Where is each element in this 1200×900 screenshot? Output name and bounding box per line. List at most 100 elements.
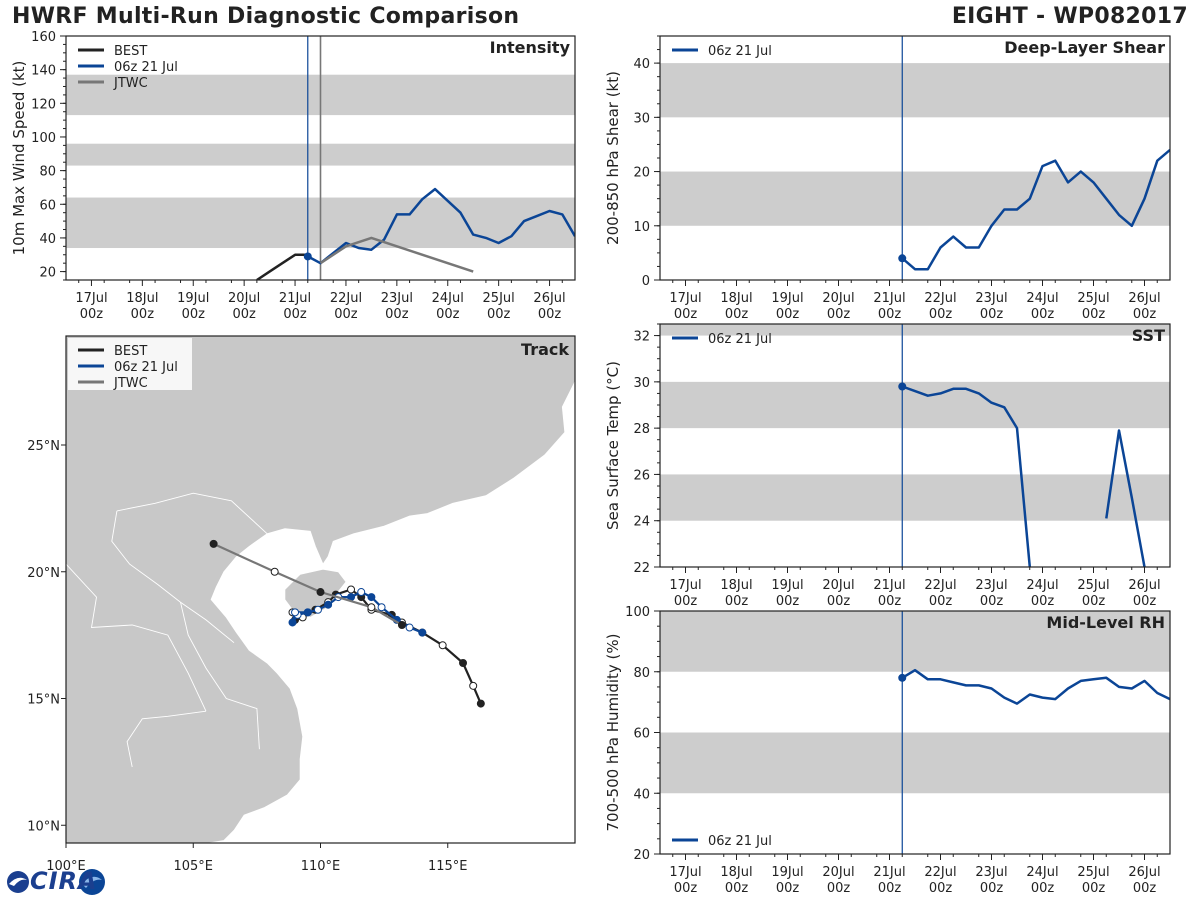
sst-legend-label: 06z 21 Jul xyxy=(708,332,772,347)
shear-bands xyxy=(660,63,1170,226)
shear-x-day-label: 20Jul xyxy=(822,291,854,306)
intensity-y-axis-label: 10m Max Wind Speed (kt) xyxy=(10,61,28,256)
shear-x-hour-label: 00z xyxy=(1082,307,1106,322)
intensity-x-hour-label: 00z xyxy=(283,307,307,322)
shear-legend-label: 06z 21 Jul xyxy=(708,44,772,59)
shear-x-day-label: 25Jul xyxy=(1077,291,1109,306)
sst-y-tick-label: 24 xyxy=(633,515,650,530)
shear-x-hour-label: 00z xyxy=(1031,307,1055,322)
shear-x-hour-label: 00z xyxy=(776,307,800,322)
sst-x-hour-label: 00z xyxy=(1133,594,1157,609)
storm-id: EIGHT - WP082017 xyxy=(951,4,1188,29)
shear-x-hour-label: 00z xyxy=(980,307,1004,322)
track-point xyxy=(316,588,325,597)
track-point xyxy=(291,608,300,617)
track-point xyxy=(324,600,333,609)
sst-y-axis-label: Sea Surface Temp (°C) xyxy=(604,361,622,530)
intensity-legend-label: 06z 21 Jul xyxy=(114,60,178,75)
track-frame xyxy=(65,335,576,844)
sst-x-hour-label: 00z xyxy=(1082,594,1106,609)
shear-x-hour-label: 00z xyxy=(929,307,953,322)
rh-x-hour-label: 00z xyxy=(776,881,800,896)
rh-x-hour-label: 00z xyxy=(1031,881,1055,896)
intensity-legend-label: BEST xyxy=(114,44,147,59)
sst-x-hour-label: 00z xyxy=(776,594,800,609)
shear-x-day-label: 17Jul xyxy=(669,291,701,306)
cira-logo-text: CIRA xyxy=(30,867,98,895)
sst-series-group xyxy=(901,385,1146,567)
sst-x-hour-label: 00z xyxy=(674,594,698,609)
rh-panel: 17Jul00z18Jul00z19Jul00z20Jul00z21Jul00z… xyxy=(604,605,1171,896)
shear-y-tick-label: 0 xyxy=(642,274,650,289)
track-point xyxy=(313,605,322,614)
sst-panel: 17Jul00z18Jul00z19Jul00z20Jul00z21Jul00z… xyxy=(604,323,1171,609)
sst-x-day-label: 21Jul xyxy=(873,578,905,593)
track-title: Track xyxy=(521,340,569,359)
intensity-x-hour-label: 00z xyxy=(538,307,562,322)
shear-x-hour-label: 00z xyxy=(827,307,851,322)
track-point xyxy=(469,681,478,690)
sst-series-line-06z xyxy=(901,385,1032,567)
intensity-x-hour-label: 00z xyxy=(436,307,460,322)
track-legend-label: 06z 21 Jul xyxy=(114,360,178,375)
shear-panel: 17Jul00z18Jul00z19Jul00z20Jul00z21Jul00z… xyxy=(604,35,1171,322)
track-lon-label: 105°E xyxy=(173,859,213,874)
shear-init-point xyxy=(898,254,907,263)
page-title: HWRF Multi-Run Diagnostic Comparison xyxy=(12,4,520,29)
track-point xyxy=(347,585,356,594)
intensity-y-tick-label: 80 xyxy=(39,165,56,180)
track-point xyxy=(209,539,218,548)
track-point xyxy=(357,588,366,597)
shear-y-tick-label: 40 xyxy=(633,57,650,72)
sst-x-hour-label: 00z xyxy=(1031,594,1055,609)
sst-band xyxy=(660,381,1170,429)
sst-series-line-06z xyxy=(1105,429,1146,567)
sst-x-hour-label: 00z xyxy=(725,594,749,609)
track-point xyxy=(459,659,468,668)
shear-x-hour-label: 00z xyxy=(878,307,902,322)
rh-frame xyxy=(659,610,1171,855)
intensity-x-hour-label: 00z xyxy=(487,307,511,322)
intensity-x-day-label: 21Jul xyxy=(279,291,311,306)
intensity-panel: 17Jul00z18Jul00z19Jul00z20Jul00z21Jul00z… xyxy=(10,30,576,322)
intensity-x-hour-label: 00z xyxy=(232,307,256,322)
shear-x-hour-label: 00z xyxy=(674,307,698,322)
intensity-init-point xyxy=(303,252,312,261)
rh-y-tick-label: 20 xyxy=(633,848,650,863)
intensity-x-day-label: 18Jul xyxy=(126,291,158,306)
rh-x-day-label: 21Jul xyxy=(873,865,905,880)
intensity-x-day-label: 26Jul xyxy=(533,291,565,306)
sst-y-tick-label: 28 xyxy=(633,422,650,437)
rh-init-point xyxy=(898,673,907,682)
shear-x-day-label: 23Jul xyxy=(975,291,1007,306)
shear-y-tick-label: 30 xyxy=(633,111,650,126)
intensity-x-hour-label: 00z xyxy=(385,307,409,322)
intensity-x-day-label: 19Jul xyxy=(177,291,209,306)
rh-x-hour-label: 00z xyxy=(1082,881,1106,896)
track-point xyxy=(418,628,427,637)
intensity-y-tick-label: 120 xyxy=(31,97,56,112)
track-point xyxy=(405,623,414,632)
rh-x-day-label: 23Jul xyxy=(975,865,1007,880)
rh-x-day-label: 25Jul xyxy=(1077,865,1109,880)
rh-x-hour-label: 00z xyxy=(1133,881,1157,896)
sst-x-hour-label: 00z xyxy=(929,594,953,609)
intensity-series-line-jtwc xyxy=(319,236,474,273)
country-border xyxy=(111,510,235,644)
shear-series-group xyxy=(901,148,1170,271)
shear-x-hour-label: 00z xyxy=(725,307,749,322)
rh-band xyxy=(660,732,1170,794)
rh-y-tick-label: 40 xyxy=(633,787,650,802)
shear-x-hour-label: 00z xyxy=(1133,307,1157,322)
shear-title: Deep-Layer Shear xyxy=(1004,38,1165,57)
track-lon-label: 115°E xyxy=(428,859,468,874)
track-lon-label: 110°E xyxy=(301,859,341,874)
intensity-x-hour-label: 00z xyxy=(334,307,358,322)
rh-x-day-label: 19Jul xyxy=(771,865,803,880)
intensity-title: Intensity xyxy=(490,38,571,57)
intensity-series-line-best xyxy=(256,253,308,280)
track-point xyxy=(367,603,376,612)
rh-x-hour-label: 00z xyxy=(980,881,1004,896)
shear-x-day-label: 26Jul xyxy=(1128,291,1160,306)
